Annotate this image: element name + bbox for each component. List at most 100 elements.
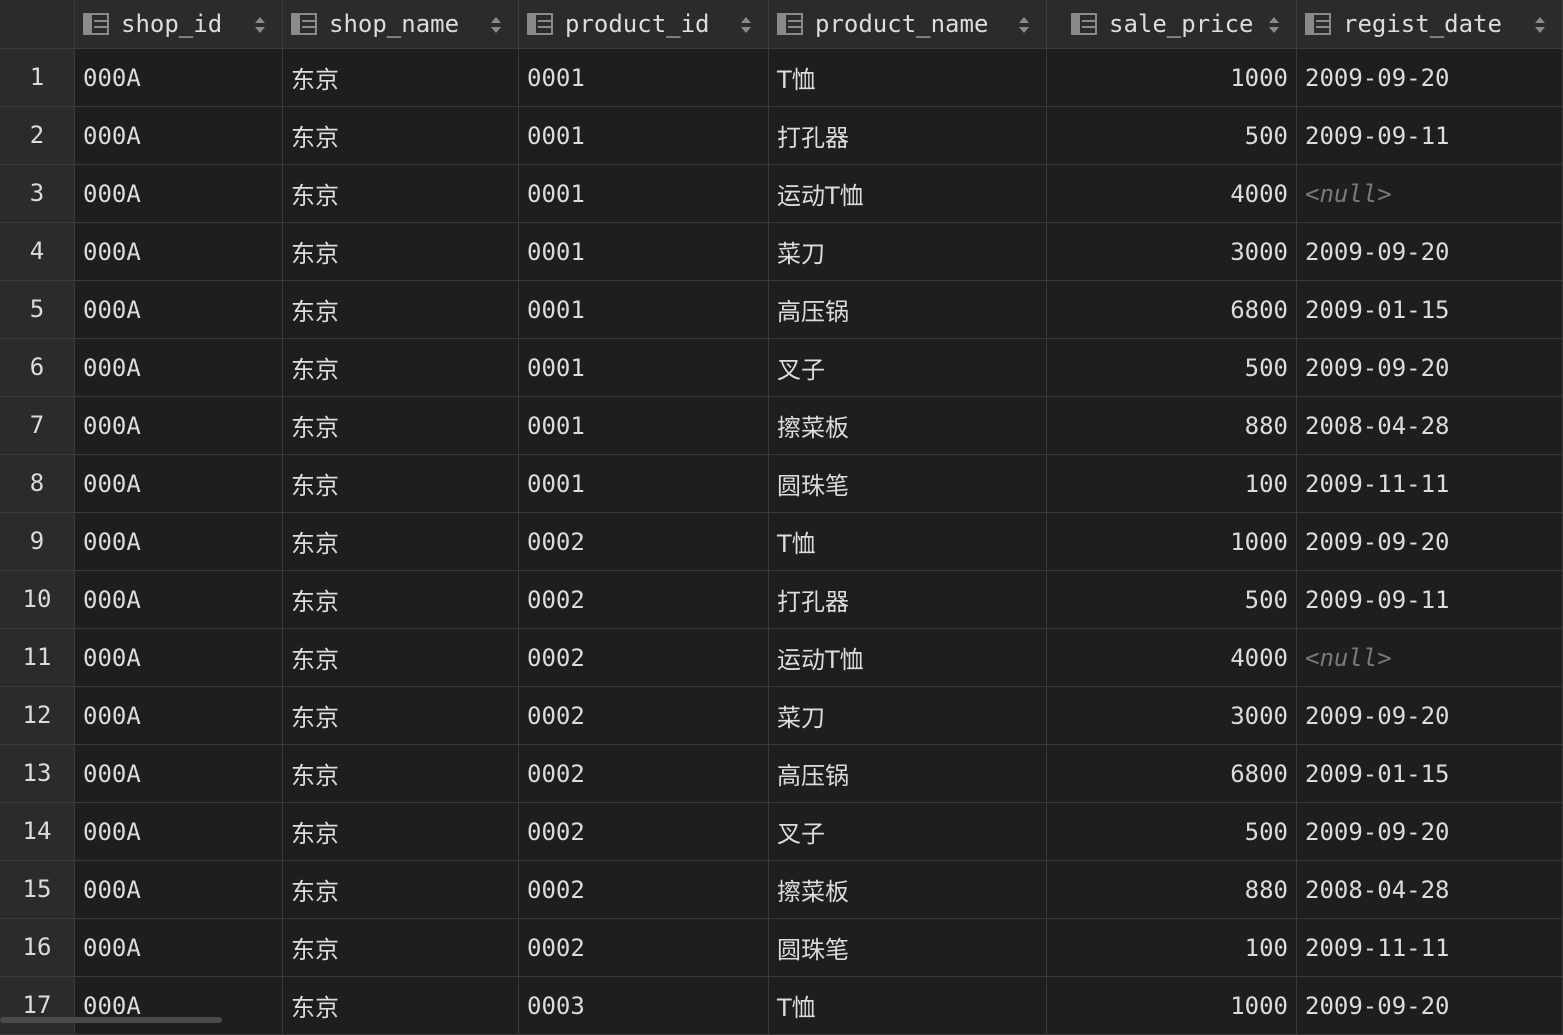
cell-product-id[interactable]: 0001 [519,339,769,396]
table-row[interactable]: 12 000A 东京 0002 菜刀 3000 2009-09-20 [0,687,1563,745]
cell-shop-id[interactable]: 000A [75,687,283,744]
cell-shop-name[interactable]: 东京 [283,745,519,802]
column-header-product-id[interactable]: product_id [519,0,769,48]
cell-shop-id[interactable]: 000A [75,49,283,106]
cell-product-name[interactable]: T恤 [769,513,1047,570]
table-row[interactable]: 4 000A 东京 0001 菜刀 3000 2009-09-20 [0,223,1563,281]
row-number[interactable]: 2 [0,107,75,164]
cell-sale-price[interactable]: 6800 [1047,281,1297,338]
row-number[interactable]: 8 [0,455,75,512]
cell-product-name[interactable]: 菜刀 [769,687,1047,744]
cell-product-name[interactable]: 高压锅 [769,281,1047,338]
cell-regist-date[interactable]: 2009-01-15 [1297,745,1563,802]
cell-product-name[interactable]: 打孔器 [769,571,1047,628]
cell-shop-name[interactable]: 东京 [283,571,519,628]
cell-regist-date[interactable]: 2009-09-20 [1297,977,1563,1034]
cell-product-name[interactable]: 擦菜板 [769,397,1047,454]
cell-regist-date[interactable]: 2009-11-11 [1297,455,1563,512]
table-row[interactable]: 16 000A 东京 0002 圆珠笔 100 2009-11-11 [0,919,1563,977]
table-row[interactable]: 13 000A 东京 0002 高压锅 6800 2009-01-15 [0,745,1563,803]
cell-product-id[interactable]: 0002 [519,513,769,570]
row-number[interactable]: 1 [0,49,75,106]
row-number[interactable]: 10 [0,571,75,628]
cell-sale-price[interactable]: 4000 [1047,165,1297,222]
cell-shop-name[interactable]: 东京 [283,687,519,744]
cell-shop-id[interactable]: 000A [75,919,283,976]
cell-product-id[interactable]: 0002 [519,919,769,976]
cell-sale-price[interactable]: 1000 [1047,977,1297,1034]
cell-product-id[interactable]: 0001 [519,107,769,164]
cell-regist-date[interactable]: 2009-09-20 [1297,223,1563,280]
table-row[interactable]: 17 000A 东京 0003 T恤 1000 2009-09-20 [0,977,1563,1035]
table-row[interactable]: 7 000A 东京 0001 擦菜板 880 2008-04-28 [0,397,1563,455]
table-row[interactable]: 1 000A 东京 0001 T恤 1000 2009-09-20 [0,49,1563,107]
table-row[interactable]: 3 000A 东京 0001 运动T恤 4000 <null> [0,165,1563,223]
cell-shop-name[interactable]: 东京 [283,165,519,222]
cell-product-id[interactable]: 0001 [519,165,769,222]
cell-shop-id[interactable]: 000A [75,745,283,802]
cell-sale-price[interactable]: 880 [1047,861,1297,918]
cell-product-id[interactable]: 0002 [519,803,769,860]
row-number[interactable]: 5 [0,281,75,338]
sort-arrows-icon[interactable] [490,13,502,33]
cell-product-name[interactable]: 叉子 [769,339,1047,396]
header-corner[interactable] [0,0,75,48]
cell-product-name[interactable]: 打孔器 [769,107,1047,164]
column-header-product-name[interactable]: product_name [769,0,1047,48]
table-row[interactable]: 5 000A 东京 0001 高压锅 6800 2009-01-15 [0,281,1563,339]
cell-product-id[interactable]: 0001 [519,397,769,454]
horizontal-scrollbar[interactable] [0,1017,222,1023]
row-number[interactable]: 11 [0,629,75,686]
cell-product-id[interactable]: 0001 [519,281,769,338]
cell-shop-id[interactable]: 000A [75,629,283,686]
cell-shop-id[interactable]: 000A [75,977,283,1034]
column-header-shop-id[interactable]: shop_id [75,0,283,48]
cell-shop-name[interactable]: 东京 [283,339,519,396]
cell-shop-name[interactable]: 东京 [283,977,519,1034]
cell-shop-id[interactable]: 000A [75,223,283,280]
cell-shop-id[interactable]: 000A [75,107,283,164]
row-number[interactable]: 4 [0,223,75,280]
column-header-shop-name[interactable]: shop_name [283,0,519,48]
cell-regist-date[interactable]: <null> [1297,165,1563,222]
cell-regist-date[interactable]: 2009-09-20 [1297,339,1563,396]
cell-product-id[interactable]: 0001 [519,49,769,106]
sort-arrows-icon[interactable] [740,13,752,33]
cell-product-name[interactable]: 菜刀 [769,223,1047,280]
cell-sale-price[interactable]: 100 [1047,455,1297,512]
table-row[interactable]: 9 000A 东京 0002 T恤 1000 2009-09-20 [0,513,1563,571]
cell-shop-id[interactable]: 000A [75,513,283,570]
column-header-sale-price[interactable]: sale_price [1047,0,1297,48]
cell-sale-price[interactable]: 1000 [1047,513,1297,570]
cell-shop-name[interactable]: 东京 [283,513,519,570]
row-number[interactable]: 3 [0,165,75,222]
cell-regist-date[interactable]: 2009-09-11 [1297,107,1563,164]
cell-shop-id[interactable]: 000A [75,165,283,222]
cell-shop-id[interactable]: 000A [75,455,283,512]
cell-product-name[interactable]: 高压锅 [769,745,1047,802]
cell-sale-price[interactable]: 500 [1047,107,1297,164]
cell-regist-date[interactable]: 2009-11-11 [1297,919,1563,976]
cell-regist-date[interactable]: 2008-04-28 [1297,397,1563,454]
cell-product-name[interactable]: 叉子 [769,803,1047,860]
cell-product-name[interactable]: T恤 [769,49,1047,106]
cell-product-id[interactable]: 0003 [519,977,769,1034]
row-number[interactable]: 6 [0,339,75,396]
row-number[interactable]: 16 [0,919,75,976]
cell-product-id[interactable]: 0002 [519,687,769,744]
cell-sale-price[interactable]: 4000 [1047,629,1297,686]
cell-sale-price[interactable]: 6800 [1047,745,1297,802]
cell-shop-name[interactable]: 东京 [283,281,519,338]
table-row[interactable]: 10 000A 东京 0002 打孔器 500 2009-09-11 [0,571,1563,629]
cell-shop-id[interactable]: 000A [75,861,283,918]
table-row[interactable]: 2 000A 东京 0001 打孔器 500 2009-09-11 [0,107,1563,165]
cell-sale-price[interactable]: 100 [1047,919,1297,976]
cell-shop-id[interactable]: 000A [75,281,283,338]
row-number[interactable]: 12 [0,687,75,744]
cell-sale-price[interactable]: 500 [1047,571,1297,628]
cell-sale-price[interactable]: 1000 [1047,49,1297,106]
table-row[interactable]: 11 000A 东京 0002 运动T恤 4000 <null> [0,629,1563,687]
cell-shop-id[interactable]: 000A [75,803,283,860]
cell-shop-name[interactable]: 东京 [283,861,519,918]
row-number[interactable]: 13 [0,745,75,802]
